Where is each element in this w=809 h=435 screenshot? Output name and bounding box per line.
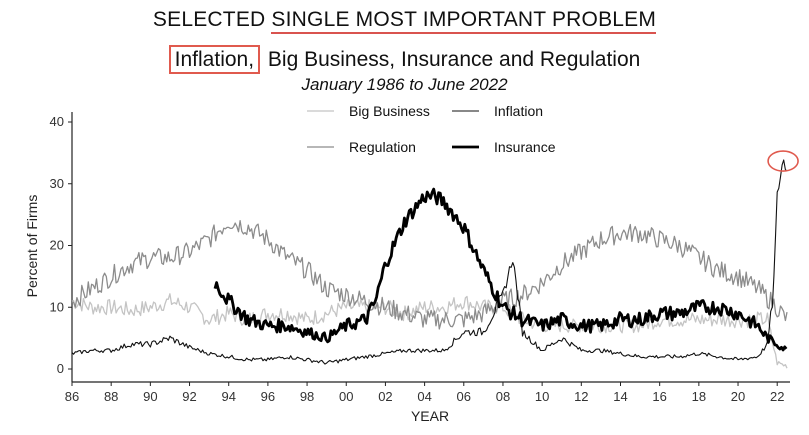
x-tick-label: 10 [535,389,549,404]
y-tick-label: 0 [57,361,64,376]
x-tick-label: 04 [417,389,431,404]
subtitle-inflation-highlight: Inflation, [168,45,261,74]
chart-title: SELECTED SINGLE MOST IMPORTANT PROBLEM [0,8,809,34]
chart-date-range: January 1986 to June 2022 [301,75,508,94]
x-tick-label: 18 [692,389,706,404]
series-lines [71,159,788,369]
peak-highlight-circle [767,150,799,172]
x-tick-label: 88 [104,389,118,404]
x-tick-label: 92 [182,389,196,404]
y-tick-label: 40 [50,114,64,129]
series-line-insurance [213,187,788,352]
series-line-inflation [71,159,788,365]
x-tick-label: 90 [143,389,157,404]
title-prefix: SELECTED [152,8,272,31]
x-tick-label: 14 [613,389,627,404]
title-underlined: SINGLE MOST IMPORTANT PROBLEM [271,8,657,34]
chart-subtitle: Inflation, Big Business, Insurance and R… [0,45,809,74]
x-tick-label: 12 [574,389,588,404]
subtitle-rest: Big Business, Insurance and Regulation [262,48,641,71]
series-line-regulation [71,220,788,330]
x-tick-label: 22 [770,389,784,404]
legend: Big Business Inflation Regulation Insurance [307,103,556,155]
legend-label: Regulation [349,139,416,155]
y-axis-title: Percent of Firms [24,195,40,298]
legend-label: Insurance [494,139,556,155]
axes: 0 10 20 30 40 86 88 90 92 94 96 98 00 02 04 06 08 10 12 14 1… [24,112,790,424]
legend-label: Big Business [349,103,430,119]
y-tick-label: 20 [50,238,64,253]
annotation [767,150,799,172]
x-tick-label: 02 [378,389,392,404]
y-tick-label: 10 [50,299,64,314]
x-tick-label: 00 [339,389,353,404]
x-tick-label: 06 [457,389,471,404]
y-tick-label: 30 [50,176,64,191]
x-tick-label: 98 [300,389,314,404]
legend-label: Inflation [494,103,543,119]
x-axis-title: YEAR [411,408,449,424]
x-tick-label: 86 [65,389,79,404]
x-tick-label: 08 [496,389,510,404]
x-tick-label: 20 [731,389,745,404]
x-tick-label: 94 [221,389,235,404]
x-tick-label: 96 [261,389,275,404]
x-tick-label: 16 [652,389,666,404]
